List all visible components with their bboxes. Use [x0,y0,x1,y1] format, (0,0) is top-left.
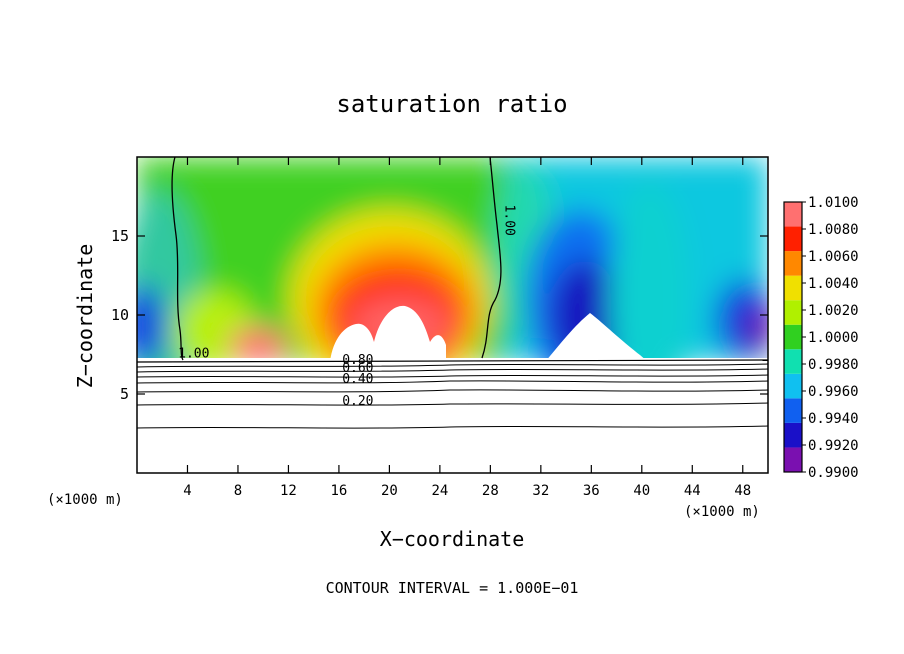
contour-label: 1.00 [502,205,517,236]
x-tick-label: 4 [183,483,191,499]
colorbar-label: 1.0020 [808,303,859,319]
x-axis-label: X−coordinate [380,527,525,551]
colorbar-label: 0.9980 [808,357,859,373]
colorbar-label: 0.9940 [808,411,859,427]
contour-label: 0.20 [342,394,373,409]
colorbar-swatch [784,226,802,252]
colorbar-swatch [784,324,802,350]
colorbar-swatch [784,422,802,448]
chart-title: saturation ratio [336,90,567,118]
colorbar: 0.9900 0.9920 0.9940 0.9960 0.9980 1.0000 1.00… [783,195,859,481]
colorbar-swatch [784,447,802,472]
contour-label: 0.40 [342,372,373,387]
x-tick-label: 28 [482,483,499,499]
colorbar-label: 1.0000 [808,330,859,346]
x-unit-left: (×1000 m) [47,492,123,508]
colorbar-label: 1.0040 [808,276,859,292]
contour-label: 0.60 [342,361,373,376]
colorbar-swatch [784,398,802,423]
colorbar-label: 0.9920 [808,438,859,454]
colorbar-label: 1.0100 [808,195,859,211]
x-tick-label: 16 [330,483,347,499]
colorbar-swatch [784,300,802,325]
x-tick-label: 48 [734,483,751,499]
colorbar-swatch [784,349,802,374]
x-tick-label: 36 [583,483,600,499]
colorbar-label: 0.9960 [808,384,859,400]
x-tick-label: 20 [381,483,398,499]
plot-area [137,157,768,473]
colorbar-label: 0.9900 [808,465,859,481]
contour-interval-note: CONTOUR INTERVAL = 1.000E−01 [326,579,579,597]
contour-label: 1.00 [178,347,209,362]
y-tick-label: 5 [120,385,129,403]
x-tick-label: 24 [431,483,448,499]
x-tick-label: 40 [633,483,650,499]
x-unit-right: (×1000 m) [684,504,760,520]
y-axis-label: Z−coordinate [73,244,97,389]
contour-label: 0.80 [342,353,373,368]
x-tick-label: 8 [234,483,242,499]
y-tick-label: 10 [111,306,129,324]
colorbar-swatch [784,275,802,301]
colorbar-swatch [784,251,802,276]
colorbar-label: 1.0060 [808,249,859,265]
colorbar-swatch [784,202,802,227]
x-tick-label: 12 [280,483,297,499]
x-tick-label: 44 [684,483,701,499]
colorbar-swatch [784,373,802,399]
y-tick-label: 15 [111,227,129,245]
x-tick-label: 32 [532,483,549,499]
colorbar-label: 1.0080 [808,222,859,238]
